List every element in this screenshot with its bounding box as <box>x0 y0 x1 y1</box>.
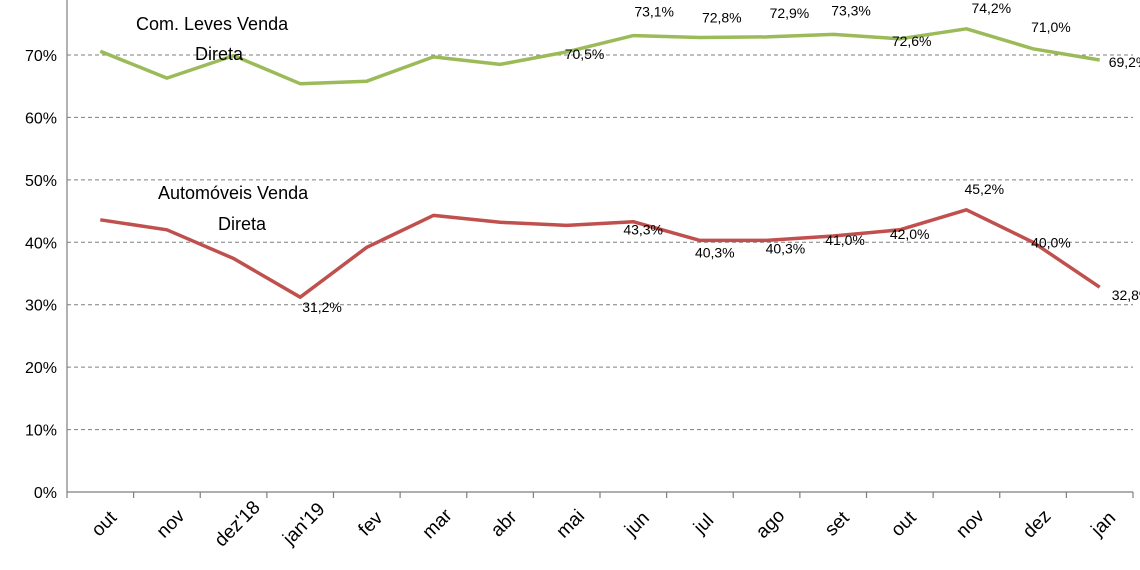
x-tick-label: ago <box>752 505 789 542</box>
series-line <box>100 208 1101 299</box>
data-label: 45,2% <box>964 181 1004 197</box>
series-name-label: Direta <box>218 214 267 234</box>
data-label: 74,2% <box>971 0 1011 16</box>
y-tick-label: 0% <box>34 485 57 502</box>
data-label: 71,0% <box>1031 19 1071 35</box>
gridlines <box>67 54 1133 431</box>
x-tick-label: nov <box>952 506 989 543</box>
y-tick-label: 50% <box>25 173 57 190</box>
x-tick-label: nov <box>153 506 190 543</box>
data-label: 31,2% <box>302 299 342 315</box>
y-tick-label: 10% <box>25 423 57 440</box>
x-tick-label: dez'18 <box>211 497 265 551</box>
data-label: 40,3% <box>766 240 806 256</box>
data-label: 43,3% <box>623 222 663 238</box>
data-label: 42,0% <box>890 226 930 242</box>
x-axis-tick-marks <box>66 492 1134 498</box>
series-name-label: Automóveis Venda <box>158 183 309 203</box>
x-tick-label: fev <box>355 507 388 540</box>
y-axis-tick-labels: 0% 10% 20% 30% 40% 50% 60% 70% <box>25 48 57 502</box>
x-tick-label: jun <box>620 508 653 541</box>
data-label: 40,0% <box>1031 234 1071 250</box>
y-tick-label: 20% <box>25 360 57 377</box>
x-tick-label: jan <box>1087 508 1120 541</box>
data-label: 32,8% <box>1112 287 1140 303</box>
data-labels: 70,5% 73,1% 72,8% 72,9% 73,3% 72,6% 74,2% 71,0%… <box>302 0 1140 315</box>
x-tick-label: jul <box>689 510 718 539</box>
data-label: 70,5% <box>565 46 605 62</box>
series-name-label: Direta <box>195 44 244 64</box>
x-tick-label: set <box>821 507 854 540</box>
data-label: 73,1% <box>634 4 674 20</box>
x-tick-label: mar <box>419 505 457 543</box>
data-label: 41,0% <box>825 232 865 248</box>
series-line <box>99 27 1100 86</box>
data-label: 72,9% <box>770 5 810 21</box>
y-tick-label: 40% <box>25 235 57 252</box>
y-tick-label: 60% <box>25 110 57 127</box>
x-tick-label: abr <box>487 507 522 542</box>
x-axis-tick-labels: out nov dez'18 jan'19 fev mar abr mai jun jul ago s… <box>88 497 1121 551</box>
data-label: 72,6% <box>892 33 932 49</box>
y-tick-label: 70% <box>25 48 57 65</box>
x-tick-label: out <box>88 507 122 541</box>
series-lines <box>99 27 1101 299</box>
x-tick-label: jan'19 <box>278 499 329 550</box>
series-labels: Com. Leves Venda Direta Automóveis Venda Di… <box>136 14 309 234</box>
data-label: 73,3% <box>831 2 871 18</box>
x-tick-label: out <box>887 507 921 541</box>
data-label: 69,2% <box>1109 54 1140 70</box>
y-tick-label: 30% <box>25 298 57 315</box>
x-tick-label: dez <box>1019 506 1056 543</box>
data-label: 40,3% <box>695 244 735 260</box>
data-label: 72,8% <box>702 10 742 26</box>
x-tick-label: mai <box>553 506 590 543</box>
series-name-label: Com. Leves Venda <box>136 14 289 34</box>
